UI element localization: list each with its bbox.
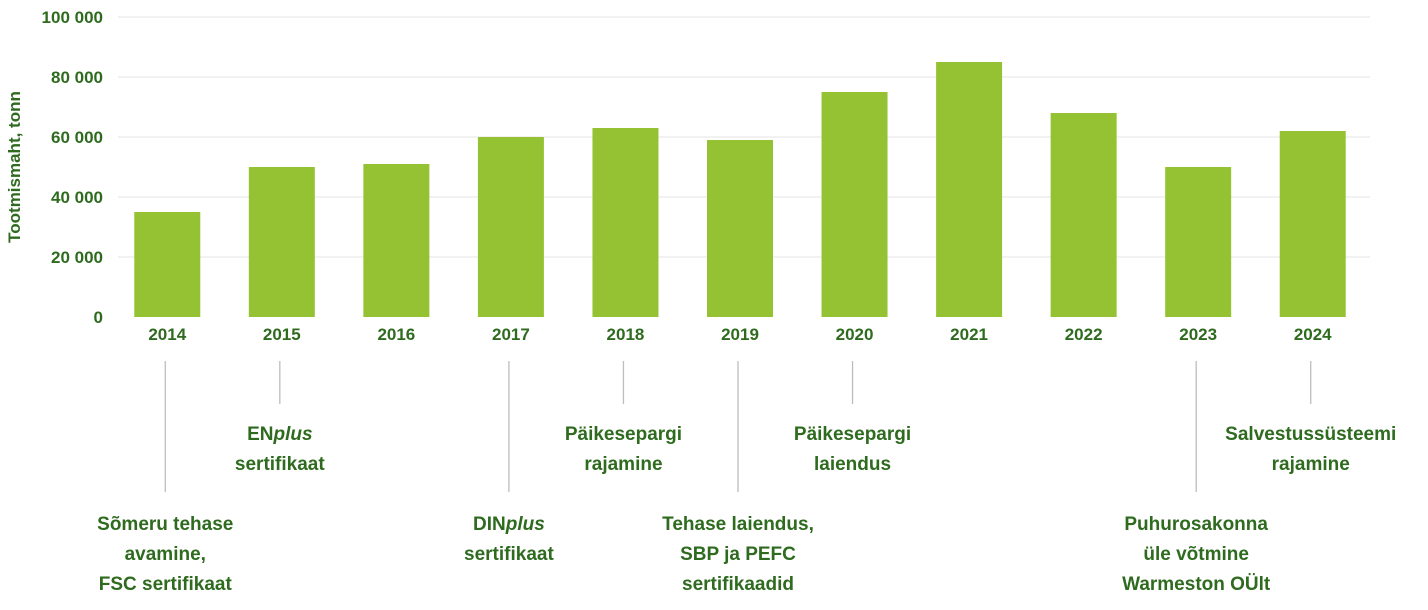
annotation-text: Warmeston OÜlt — [1122, 574, 1271, 595]
grid-lines — [118, 16, 1370, 258]
annotation-text: rajamine — [1271, 454, 1350, 475]
y-tick-label: 80 000 — [51, 68, 103, 87]
bar-2024 — [1279, 131, 1346, 317]
x-tick-label: 2023 — [1179, 325, 1217, 344]
annotation-text: plus — [505, 514, 545, 535]
bar-2018 — [592, 128, 659, 317]
x-tick-label: 2024 — [1294, 325, 1332, 344]
annotation-text: avamine, — [124, 544, 206, 565]
annotation-line: Puhurosakonna — [1122, 510, 1270, 540]
annotation-text: üle võtmine — [1143, 544, 1249, 565]
annotation-line: Tehase laiendus, — [662, 510, 814, 540]
y-tick-label: 20 000 — [51, 248, 103, 267]
x-tick-label: 2019 — [721, 325, 759, 344]
bar-2022 — [1050, 113, 1117, 317]
bars — [134, 62, 1346, 317]
annotation-line: laiendus — [794, 450, 911, 480]
x-tick-label: 2015 — [263, 325, 301, 344]
annotation-line: Salvestussüsteemi — [1225, 420, 1396, 450]
annotation-text: rajamine — [584, 454, 663, 475]
annotation-line: üle võtmine — [1122, 540, 1270, 570]
x-tick-label: 2014 — [148, 325, 186, 344]
annotation-line: sertifikaat — [235, 450, 325, 480]
annotation-line: Päikesepargi — [794, 420, 911, 450]
annotation-text: Päikesepargi — [793, 424, 912, 445]
y-tick-label: 0 — [94, 308, 103, 327]
annotation-text: plus — [273, 424, 313, 445]
annotation-text: Puhurosakonna — [1124, 514, 1268, 535]
y-tick-label: 60 000 — [51, 128, 103, 147]
annotation-line: rajamine — [1225, 450, 1396, 480]
bar-2021 — [936, 62, 1003, 317]
annotation-text: Tehase laiendus, — [662, 514, 814, 535]
x-tick-label: 2017 — [492, 325, 530, 344]
annotation-line: ENplus — [235, 420, 325, 450]
y-axis-label: Tootmismaht, tonn — [5, 91, 24, 243]
y-axis-ticks: 0 20 000 40 000 60 000 80 000 100 000 — [42, 8, 103, 327]
annotation-text: sertifikaat — [234, 454, 325, 475]
bar-2015 — [248, 167, 315, 317]
annotation-2018: Päikesepargi rajamine — [565, 420, 682, 480]
annotation-text: FSC sertifikaat — [98, 574, 232, 595]
bar-2020 — [821, 92, 888, 317]
annotation-2019: Tehase laiendus, SBP ja PEFC sertifikaadid — [662, 510, 814, 600]
annotation-line: FSC sertifikaat — [97, 570, 233, 600]
annotation-2014: Sõmeru tehase avamine, FSC sertifikaat — [97, 510, 233, 600]
annotation-line: SBP ja PEFC — [662, 540, 814, 570]
annotation-text: DIN — [473, 514, 506, 535]
bar-2016 — [363, 164, 430, 317]
annotation-text: SBP ja PEFC — [680, 544, 796, 565]
y-tick-label: 100 000 — [42, 8, 103, 27]
x-tick-label: 2022 — [1065, 325, 1103, 344]
annotation-line: DINplus — [464, 510, 554, 540]
annotation-line: Warmeston OÜlt — [1122, 570, 1270, 600]
annotation-line: avamine, — [97, 540, 233, 570]
annotation-text: sertifikaadid — [682, 574, 794, 595]
annotation-2020: Päikesepargi laiendus — [794, 420, 911, 480]
annotation-connectors — [164, 361, 1312, 492]
x-tick-label: 2018 — [607, 325, 645, 344]
bar-2014 — [134, 212, 201, 317]
bar-2019 — [707, 140, 773, 317]
annotation-2024: Salvestussüsteemi rajamine — [1225, 420, 1396, 480]
annotation-line: Sõmeru tehase — [97, 510, 233, 540]
bar-2017 — [477, 137, 544, 317]
annotation-line: sertifikaadid — [662, 570, 814, 600]
annotation-text: laiendus — [813, 454, 892, 475]
annotation-2017: DINplus sertifikaat — [464, 510, 554, 570]
annotation-2023: Puhurosakonna üle võtmine Warmeston OÜlt — [1122, 510, 1270, 600]
annotation-text: Päikesepargi — [564, 424, 683, 445]
x-tick-label: 2021 — [950, 325, 988, 344]
annotation-text: sertifikaat — [464, 544, 554, 565]
annotation-text: Salvestussüsteemi — [1225, 424, 1397, 445]
annotation-line: sertifikaat — [464, 540, 554, 570]
annotation-text: EN — [247, 424, 274, 445]
x-tick-label: 2020 — [836, 325, 874, 344]
annotation-text: Sõmeru tehase — [97, 514, 234, 535]
y-tick-label: 40 000 — [51, 188, 103, 207]
annotation-2015: ENplus sertifikaat — [235, 420, 325, 480]
x-tick-label: 2016 — [377, 325, 415, 344]
x-axis-ticks: 2014 2015 2016 2017 2018 2019 2020 2021 2022 2023… — [148, 325, 1332, 344]
annotation-line: Päikesepargi — [565, 420, 682, 450]
annotation-line: rajamine — [565, 450, 682, 480]
bar-2023 — [1165, 167, 1232, 317]
